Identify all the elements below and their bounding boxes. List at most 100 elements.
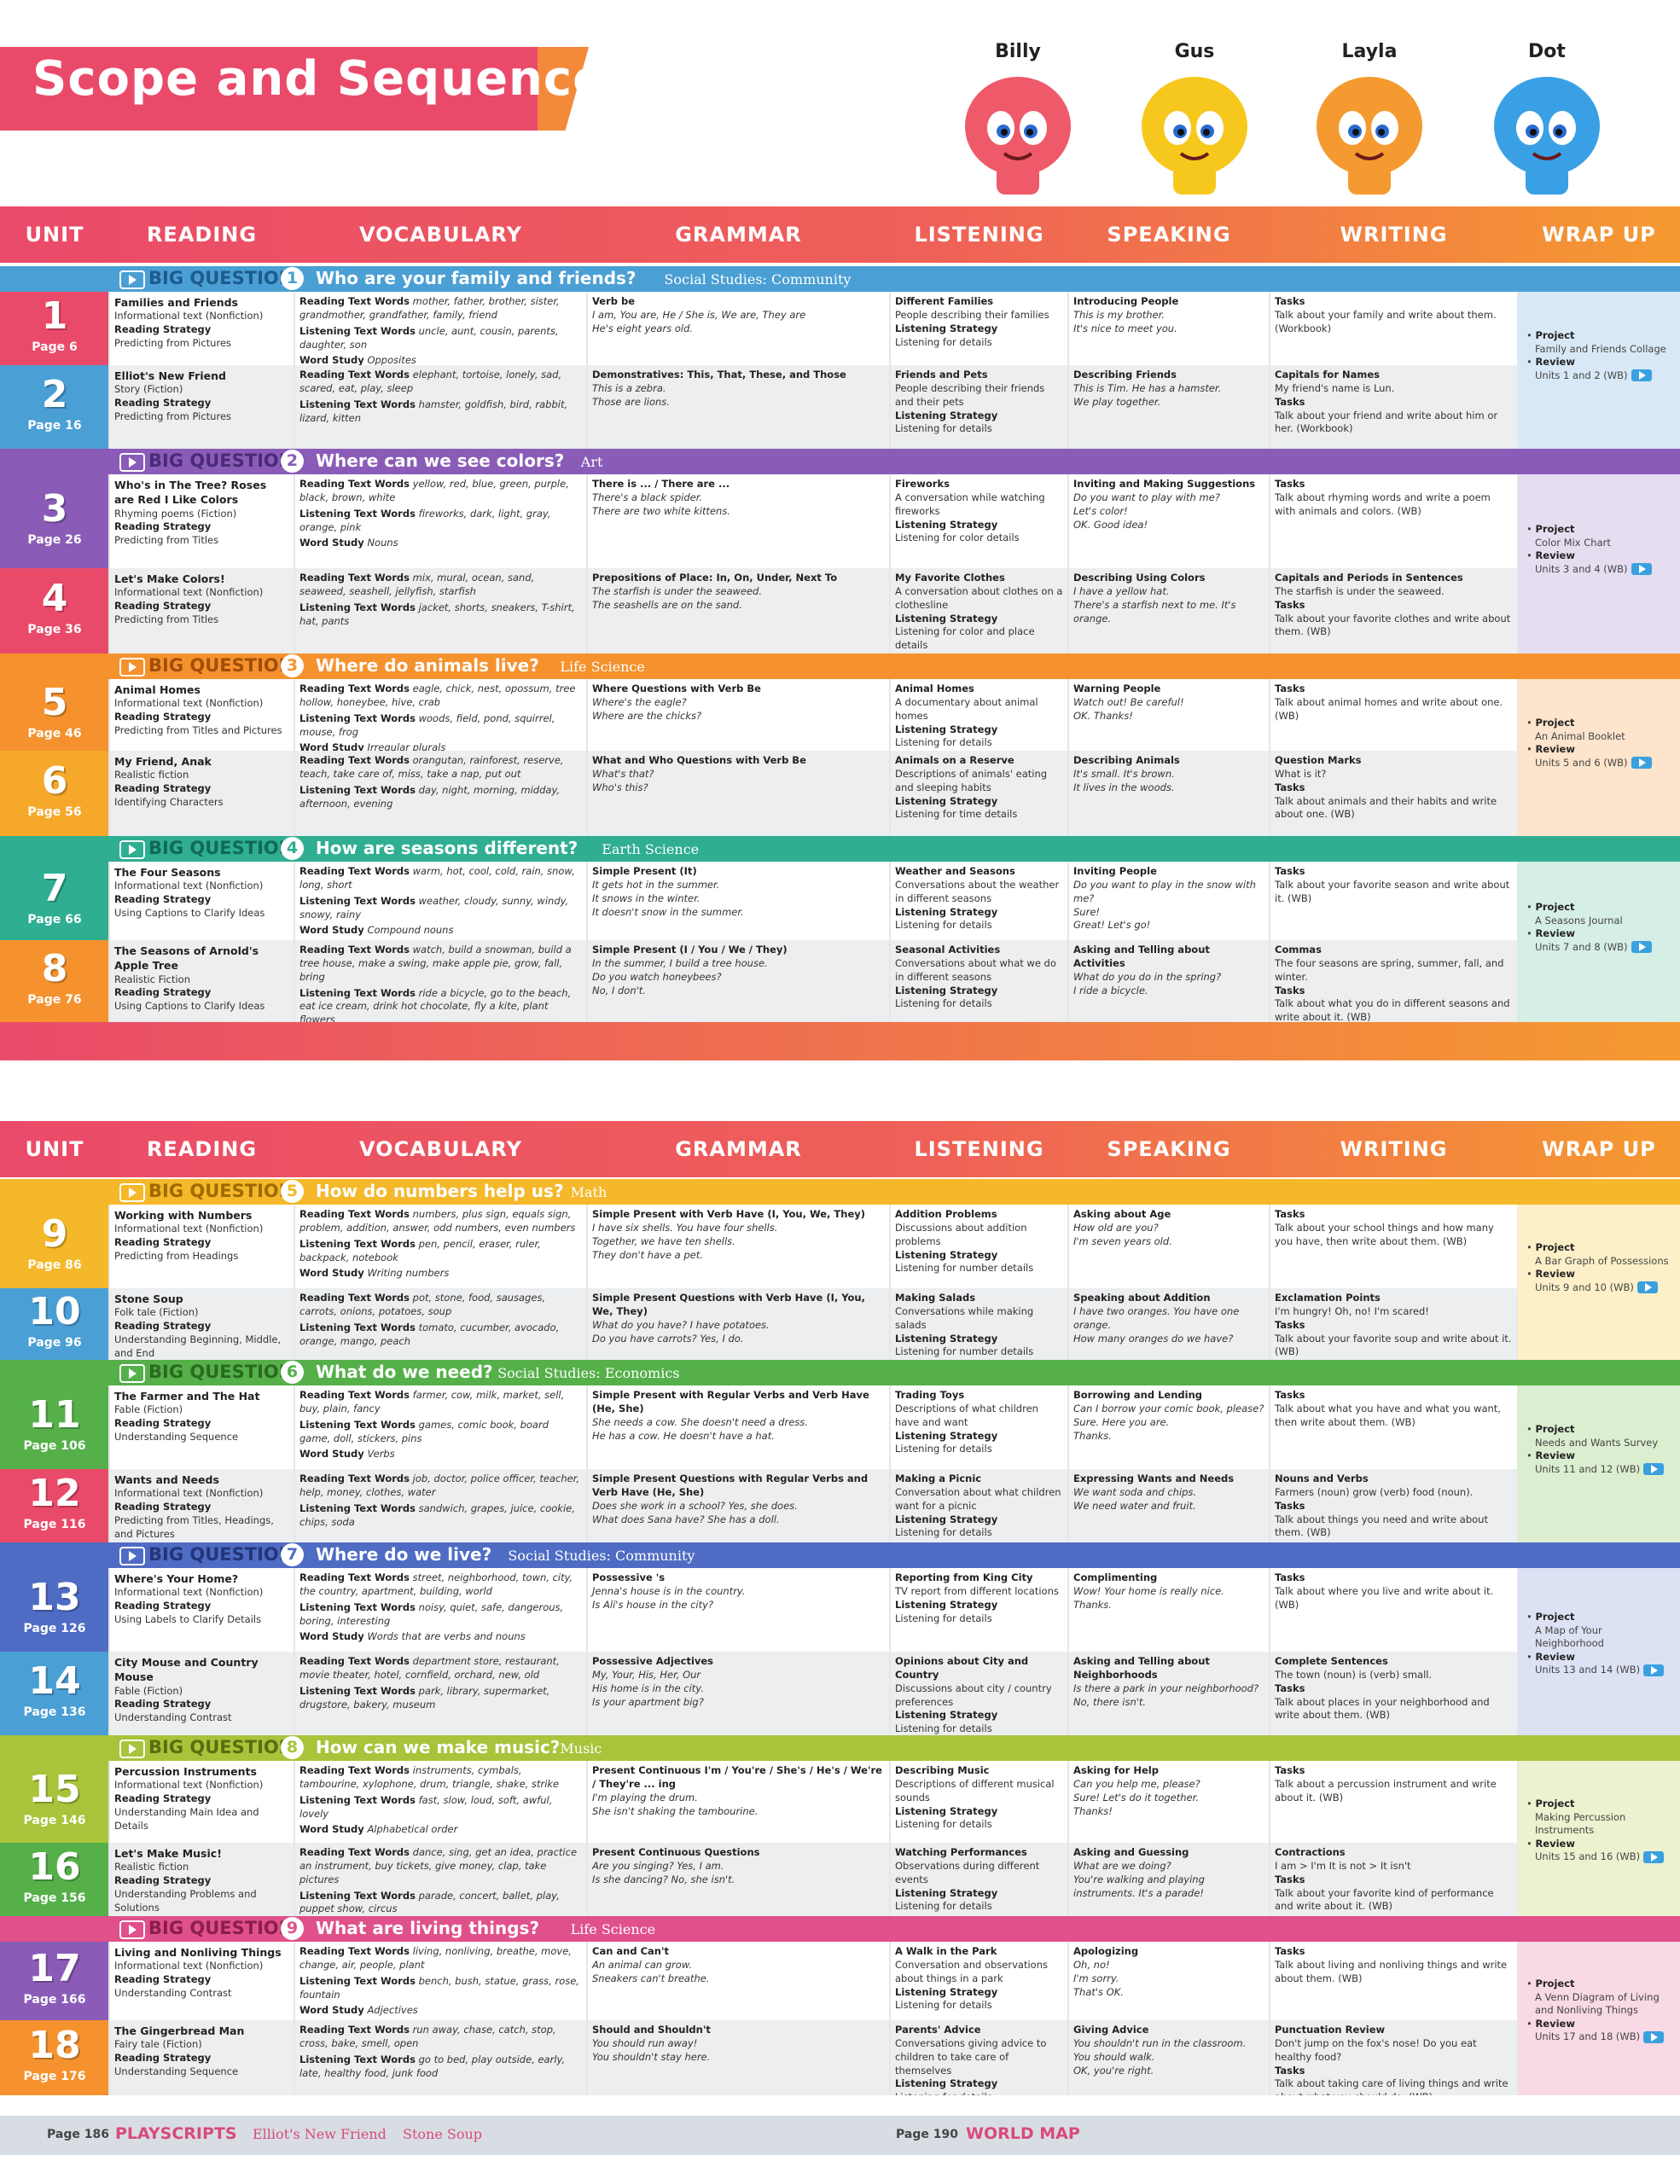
video-play-icon[interactable] — [119, 1920, 145, 1939]
reading-title[interactable]: Living and Nonliving Things — [114, 1946, 282, 1959]
unit-number[interactable]: 13 — [28, 1576, 81, 1619]
video-play-icon[interactable] — [119, 270, 145, 289]
wrap-review[interactable]: Units 5 and 6 (WB) — [1526, 757, 1671, 770]
unit-page[interactable]: Page 156 — [23, 1891, 86, 1905]
reading-title[interactable]: Let's Make Music! — [114, 1847, 222, 1860]
reading-title[interactable]: Let's Make Colors! — [114, 572, 225, 585]
reading-title[interactable]: Working with Numbers — [114, 1209, 253, 1222]
unit-number[interactable]: 8 — [41, 947, 68, 990]
unit-number[interactable]: 18 — [28, 2024, 81, 2067]
wrap-review[interactable]: Units 9 and 10 (WB) — [1526, 1281, 1671, 1295]
play-button-icon[interactable] — [1643, 2030, 1665, 2043]
video-play-icon[interactable] — [119, 840, 145, 859]
wrap-review[interactable]: Units 17 and 18 (WB) — [1526, 2030, 1671, 2044]
unit-page[interactable]: Page 136 — [23, 1705, 86, 1719]
reading-title[interactable]: The Seasons of Arnold's Apple Tree — [114, 944, 259, 973]
unit-number[interactable]: 1 — [41, 294, 68, 338]
unit-page[interactable]: Page 6 — [32, 340, 78, 354]
unit-page[interactable]: Page 96 — [27, 1336, 82, 1350]
wrap-project[interactable]: A Seasons Journal — [1535, 914, 1623, 926]
wrap-project[interactable]: Needs and Wants Survey — [1535, 1436, 1659, 1449]
video-play-icon[interactable] — [119, 453, 145, 472]
listening-desc: People describing their friends and thei… — [895, 381, 1045, 408]
unit-number[interactable]: 12 — [28, 1472, 81, 1515]
unit-number[interactable]: 6 — [41, 759, 68, 803]
wrap-review[interactable]: Units 3 and 4 (WB) — [1526, 563, 1671, 577]
wrap-project[interactable]: A Venn Diagram of Living and Nonliving T… — [1535, 1990, 1660, 2017]
reading-title[interactable]: Who's in The Tree? Roses are Red I Like … — [114, 479, 267, 507]
unit-page[interactable]: Page 16 — [27, 419, 82, 433]
reading-title[interactable]: Animal Homes — [114, 683, 201, 696]
vocab-entry: Reading Text Words elephant, tortoise, l… — [299, 369, 582, 396]
wrap-project[interactable]: Family and Friends Collage — [1535, 342, 1666, 355]
unit-number[interactable]: 3 — [41, 487, 68, 531]
wrap-project[interactable]: An Animal Booklet — [1535, 729, 1625, 742]
wrap-project[interactable]: Making Percussion Instruments — [1535, 1810, 1626, 1837]
vocab-words: park, library, supermarket, drugstore, b… — [299, 1684, 550, 1711]
unit-number[interactable]: 7 — [41, 867, 68, 910]
play-button-icon[interactable] — [1643, 1850, 1665, 1863]
play-button-icon[interactable] — [1636, 1281, 1658, 1294]
unit-page[interactable]: Page 76 — [27, 993, 82, 1007]
unit-number[interactable]: 5 — [41, 681, 68, 724]
column-divider — [294, 474, 295, 653]
reading-title[interactable]: Percussion Instruments — [114, 1765, 257, 1778]
reading-title[interactable]: The Four Seasons — [114, 866, 221, 879]
unit-number[interactable]: 10 — [28, 1290, 81, 1333]
footer-page-186[interactable]: Page 186 — [47, 2128, 109, 2141]
play-button-icon[interactable] — [1631, 563, 1652, 576]
reading-title[interactable]: The Gingerbread Man — [114, 2024, 245, 2037]
unit-page[interactable]: Page 26 — [27, 533, 82, 547]
footer-play-1[interactable]: Elliot's New Friend — [253, 2126, 387, 2142]
unit-page[interactable]: Page 126 — [23, 1622, 86, 1635]
unit-page[interactable]: Page 176 — [23, 2070, 86, 2083]
play-button-icon[interactable] — [1631, 369, 1652, 382]
unit-page[interactable]: Page 46 — [27, 727, 82, 741]
unit-page[interactable]: Page 56 — [27, 805, 82, 819]
unit-page[interactable]: Page 36 — [27, 623, 82, 636]
video-play-icon[interactable] — [119, 658, 145, 677]
video-play-icon[interactable] — [119, 1740, 145, 1758]
reading-title[interactable]: Where's Your Home? — [114, 1572, 239, 1585]
reading-title[interactable]: Families and Friends — [114, 296, 238, 309]
unit-page[interactable]: Page 116 — [23, 1518, 86, 1531]
footer-play-2[interactable]: Stone Soup — [403, 2126, 483, 2142]
video-play-icon[interactable] — [119, 1364, 145, 1383]
wrap-review[interactable]: Units 1 and 2 (WB) — [1526, 369, 1671, 383]
unit-page[interactable]: Page 86 — [27, 1258, 82, 1272]
unit-number[interactable]: 9 — [41, 1212, 68, 1256]
footer-playscripts[interactable]: PLAYSCRIPTS — [115, 2124, 237, 2143]
play-button-icon[interactable] — [1631, 757, 1652, 770]
video-play-icon[interactable] — [119, 1547, 145, 1565]
wrap-review[interactable]: Units 15 and 16 (WB) — [1526, 1850, 1671, 1864]
video-play-icon[interactable] — [119, 1183, 145, 1202]
unit-page[interactable]: Page 146 — [23, 1814, 86, 1827]
unit-number[interactable]: 14 — [28, 1659, 81, 1703]
footer-world-map[interactable]: WORLD MAP — [966, 2124, 1080, 2143]
reading-title[interactable]: City Mouse and Country Mouse — [114, 1656, 259, 1684]
wrap-review[interactable]: Units 7 and 8 (WB) — [1526, 941, 1671, 955]
wrap-review[interactable]: Units 11 and 12 (WB) — [1526, 1463, 1671, 1477]
play-button-icon[interactable] — [1643, 1463, 1665, 1476]
unit-number[interactable]: 16 — [28, 1845, 81, 1889]
unit-page[interactable]: Page 66 — [27, 913, 82, 926]
reading-title[interactable]: Wants and Needs — [114, 1473, 219, 1486]
wrap-review[interactable]: Units 13 and 14 (WB) — [1526, 1664, 1671, 1677]
play-button-icon[interactable] — [1643, 1664, 1665, 1676]
reading-title[interactable]: Elliot's New Friend — [114, 369, 226, 382]
reading-title[interactable]: My Friend, Anak — [114, 755, 212, 768]
unit-number[interactable]: 15 — [28, 1768, 81, 1811]
unit-number[interactable]: 11 — [28, 1393, 81, 1437]
reading-title[interactable]: Stone Soup — [114, 1292, 183, 1305]
unit-page[interactable]: Page 166 — [23, 1993, 86, 2007]
wrap-project[interactable]: A Map of Your Neighborhood — [1535, 1623, 1604, 1650]
play-button-icon[interactable] — [1631, 941, 1652, 954]
unit-number[interactable]: 4 — [41, 577, 68, 620]
reading-title[interactable]: The Farmer and The Hat — [114, 1390, 260, 1403]
unit-number[interactable]: 17 — [28, 1947, 81, 1990]
wrap-project[interactable]: A Bar Graph of Possessions — [1535, 1254, 1669, 1267]
wrap-project[interactable]: Color Mix Chart — [1535, 536, 1611, 549]
footer-page-190[interactable]: Page 190 — [896, 2128, 958, 2141]
unit-page[interactable]: Page 106 — [23, 1439, 86, 1453]
unit-number[interactable]: 2 — [41, 373, 68, 416]
